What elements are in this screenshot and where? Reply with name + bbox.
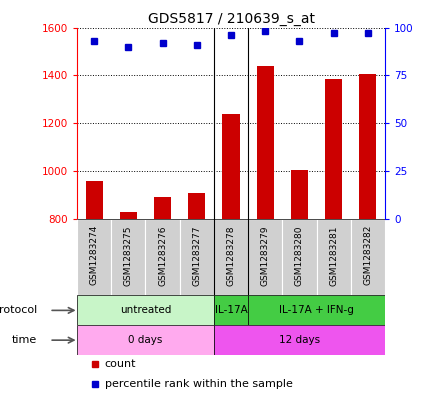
Bar bbox=[351, 219, 385, 296]
Bar bbox=[316, 219, 351, 296]
Bar bbox=[77, 296, 214, 325]
Bar bbox=[257, 66, 274, 219]
Text: GSM1283274: GSM1283274 bbox=[90, 225, 99, 285]
Text: count: count bbox=[105, 358, 136, 369]
Bar bbox=[325, 79, 342, 219]
Bar bbox=[214, 296, 248, 325]
Text: GSM1283276: GSM1283276 bbox=[158, 225, 167, 286]
Bar bbox=[248, 219, 282, 296]
Bar bbox=[111, 219, 146, 296]
Bar bbox=[85, 181, 103, 219]
Bar bbox=[120, 212, 137, 219]
Text: GSM1283279: GSM1283279 bbox=[261, 225, 270, 286]
Text: GSM1283275: GSM1283275 bbox=[124, 225, 133, 286]
Bar bbox=[282, 219, 316, 296]
Text: IL-17A + IFN-g: IL-17A + IFN-g bbox=[279, 305, 354, 315]
Text: time: time bbox=[12, 335, 37, 345]
Text: GSM1283281: GSM1283281 bbox=[329, 225, 338, 286]
Bar bbox=[180, 219, 214, 296]
Text: GSM1283278: GSM1283278 bbox=[227, 225, 235, 286]
Text: GSM1283277: GSM1283277 bbox=[192, 225, 201, 286]
Bar bbox=[77, 325, 214, 355]
Bar bbox=[146, 219, 180, 296]
Title: GDS5817 / 210639_s_at: GDS5817 / 210639_s_at bbox=[147, 13, 315, 26]
Bar bbox=[214, 325, 385, 355]
Bar bbox=[188, 193, 205, 219]
Text: 12 days: 12 days bbox=[279, 335, 320, 345]
Bar bbox=[291, 170, 308, 219]
Bar bbox=[223, 114, 239, 219]
Bar bbox=[248, 296, 385, 325]
Bar bbox=[77, 219, 111, 296]
Text: protocol: protocol bbox=[0, 305, 37, 315]
Bar bbox=[154, 197, 171, 219]
Bar bbox=[359, 74, 377, 219]
Text: 0 days: 0 days bbox=[128, 335, 163, 345]
Text: IL-17A: IL-17A bbox=[215, 305, 247, 315]
Text: GSM1283282: GSM1283282 bbox=[363, 225, 372, 285]
Text: percentile rank within the sample: percentile rank within the sample bbox=[105, 379, 293, 389]
Text: untreated: untreated bbox=[120, 305, 171, 315]
Text: GSM1283280: GSM1283280 bbox=[295, 225, 304, 286]
Bar bbox=[214, 219, 248, 296]
